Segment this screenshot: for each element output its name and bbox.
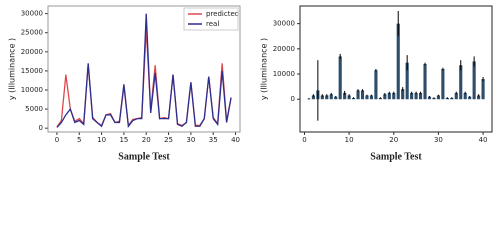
bar xyxy=(454,92,458,100)
legend-box xyxy=(183,7,239,31)
bar xyxy=(418,92,423,100)
x-tick-label: 0 xyxy=(55,136,59,144)
x-tick-label: 10 xyxy=(345,136,354,144)
y-axis-label: y (Illuminance ) xyxy=(8,38,17,100)
y-tick-label: 15000 xyxy=(21,67,43,75)
x-tick-label: 30 xyxy=(434,136,443,144)
bar xyxy=(360,90,365,100)
x-axis-label: Sample Test xyxy=(118,151,170,162)
bar xyxy=(441,69,445,100)
x-tick-label: 25 xyxy=(164,136,173,144)
plot-frame xyxy=(299,5,493,133)
bar xyxy=(427,96,432,100)
x-tick-label: 20 xyxy=(389,136,398,144)
y-tick-label: 30000 xyxy=(21,10,43,18)
x-tick-label: 20 xyxy=(142,136,151,144)
bar xyxy=(343,92,347,100)
y-tick-label: 5000 xyxy=(25,105,43,113)
y-tick-label: 25000 xyxy=(21,29,43,37)
bar xyxy=(374,70,378,100)
bar xyxy=(320,95,324,100)
page: {"chart_data":[ {"type":"line","x_label"… xyxy=(7,5,493,163)
y-tick-label: 0 xyxy=(291,95,295,103)
bar xyxy=(365,95,369,100)
bar xyxy=(338,56,342,100)
bar xyxy=(436,95,440,100)
y-tick-label: 20000 xyxy=(21,48,43,56)
bar xyxy=(401,89,405,100)
bar xyxy=(468,96,472,100)
bar xyxy=(347,95,351,100)
y-axis-label: y (Illuminance ) xyxy=(260,38,269,100)
bar xyxy=(414,92,418,100)
y-tick-label: 0 xyxy=(39,124,43,132)
bar xyxy=(459,65,463,100)
y-tick-label: 20000 xyxy=(273,45,295,53)
bar xyxy=(369,95,374,100)
bar xyxy=(472,61,476,100)
x-tick-label: 40 xyxy=(479,136,488,144)
x-tick-label: 35 xyxy=(209,136,218,144)
figure: 0 5000 10000 15000 20000 25000 30000 0 5 10 15 20 25… xyxy=(8,5,493,162)
x-tick-label: 0 xyxy=(302,136,306,144)
bar xyxy=(481,79,485,100)
bar xyxy=(387,92,391,100)
x-tick-label: 30 xyxy=(186,136,195,144)
bar xyxy=(334,96,338,100)
bar xyxy=(311,95,315,100)
x-tick-label: 10 xyxy=(97,136,106,144)
bar xyxy=(396,23,400,100)
plot-frame xyxy=(47,5,241,133)
bar xyxy=(383,94,387,100)
bar xyxy=(392,92,396,100)
x-tick-label: 15 xyxy=(119,136,128,144)
x-tick-label: 5 xyxy=(77,136,81,144)
y-tick-label: 10000 xyxy=(273,70,295,78)
bar xyxy=(410,92,414,100)
bar xyxy=(329,94,333,100)
x-axis-label: Sample Test xyxy=(370,151,422,162)
bar xyxy=(325,95,329,100)
bar xyxy=(356,90,360,100)
bar xyxy=(405,62,409,100)
line xyxy=(56,13,232,128)
y-tick-label: 10000 xyxy=(21,86,43,94)
legend-label: predicted xyxy=(206,10,239,18)
bar xyxy=(463,92,467,100)
x-tick-label: 40 xyxy=(231,136,240,144)
y-tick-label: 30000 xyxy=(273,20,295,28)
bar xyxy=(423,63,427,100)
legend-label: real xyxy=(206,20,219,28)
bar xyxy=(477,95,481,100)
